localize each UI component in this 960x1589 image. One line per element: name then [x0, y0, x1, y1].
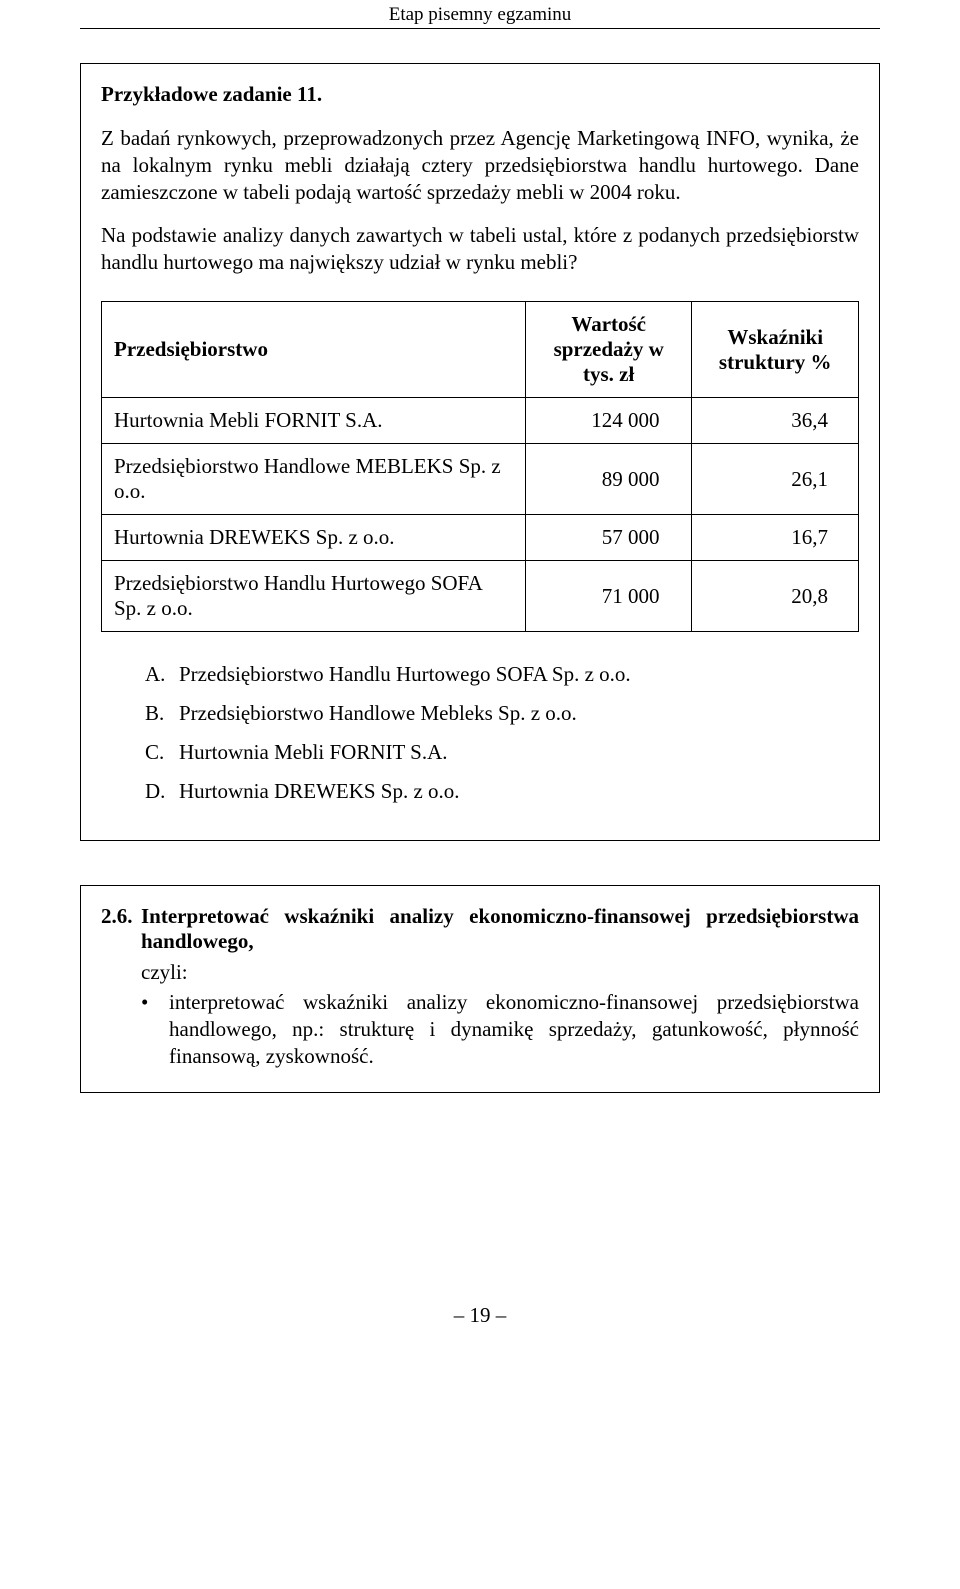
- page: Etap pisemny egzaminu Przykładowe zadani…: [0, 4, 960, 1368]
- col-header-company: Przedsiębiorstwo: [102, 302, 526, 398]
- header-rule: [80, 28, 880, 29]
- section-title: Interpretować wskaźniki analizy ekonomic…: [141, 904, 859, 954]
- cell-value: 71 000: [525, 561, 692, 632]
- table-header-row: Przedsiębiorstwo Wartość sprzedaży w tys…: [102, 302, 859, 398]
- cell-indicator: 20,8: [692, 561, 859, 632]
- section-number: 2.6.: [101, 904, 141, 954]
- data-table: Przedsiębiorstwo Wartość sprzedaży w tys…: [101, 301, 859, 632]
- answer-letter: A.: [145, 662, 179, 687]
- section-czyli: czyli:: [141, 960, 859, 985]
- col-header-value: Wartość sprzedaży w tys. zł: [525, 302, 692, 398]
- cell-company: Hurtownia Mebli FORNIT S.A.: [102, 398, 526, 444]
- task-paragraph-2: Na podstawie analizy danych zawartych w …: [101, 222, 859, 276]
- cell-company: Przedsiębiorstwo Handlowe MEBLEKS Sp. z …: [102, 444, 526, 515]
- bullet-icon: •: [141, 989, 169, 1070]
- page-number: – 19 –: [80, 1303, 880, 1328]
- task-paragraph-1: Z badań rynkowych, przeprowadzonych prze…: [101, 125, 859, 206]
- answer-text: Hurtownia Mebli FORNIT S.A.: [179, 740, 448, 765]
- answer-text: Hurtownia DREWEKS Sp. z o.o.: [179, 779, 460, 804]
- cell-company: Hurtownia DREWEKS Sp. z o.o.: [102, 515, 526, 561]
- answer-letter: C.: [145, 740, 179, 765]
- answer-option-d: D. Hurtownia DREWEKS Sp. z o.o.: [145, 779, 859, 804]
- answer-text: Przedsiębiorstwo Handlu Hurtowego SOFA S…: [179, 662, 631, 687]
- cell-value: 89 000: [525, 444, 692, 515]
- task-title: Przykładowe zadanie 11.: [101, 82, 859, 107]
- cell-company: Przedsiębiorstwo Handlu Hurtowego SOFA S…: [102, 561, 526, 632]
- cell-indicator: 26,1: [692, 444, 859, 515]
- section-bullets: • interpretować wskaźniki analizy ekonom…: [101, 989, 859, 1070]
- section-heading: 2.6. Interpretować wskaźniki analizy eko…: [101, 904, 859, 954]
- answer-option-b: B. Przedsiębiorstwo Handlowe Mebleks Sp.…: [145, 701, 859, 726]
- bullet-item: • interpretować wskaźniki analizy ekonom…: [141, 989, 859, 1070]
- cell-value: 57 000: [525, 515, 692, 561]
- section-box: 2.6. Interpretować wskaźniki analizy eko…: [80, 885, 880, 1093]
- cell-value: 124 000: [525, 398, 692, 444]
- answer-letter: D.: [145, 779, 179, 804]
- table-row: Przedsiębiorstwo Handlowe MEBLEKS Sp. z …: [102, 444, 859, 515]
- answer-option-a: A. Przedsiębiorstwo Handlu Hurtowego SOF…: [145, 662, 859, 687]
- task-box: Przykładowe zadanie 11. Z badań rynkowyc…: [80, 63, 880, 841]
- answer-text: Przedsiębiorstwo Handlowe Mebleks Sp. z …: [179, 701, 577, 726]
- answer-list: A. Przedsiębiorstwo Handlu Hurtowego SOF…: [101, 662, 859, 804]
- col-header-indicator: Wskaźniki struktury %: [692, 302, 859, 398]
- cell-indicator: 36,4: [692, 398, 859, 444]
- cell-indicator: 16,7: [692, 515, 859, 561]
- answer-option-c: C. Hurtownia Mebli FORNIT S.A.: [145, 740, 859, 765]
- table-row: Hurtownia Mebli FORNIT S.A. 124 000 36,4: [102, 398, 859, 444]
- bullet-text: interpretować wskaźniki analizy ekonomic…: [169, 989, 859, 1070]
- running-header: Etap pisemny egzaminu: [80, 4, 880, 26]
- table-row: Hurtownia DREWEKS Sp. z o.o. 57 000 16,7: [102, 515, 859, 561]
- table-row: Przedsiębiorstwo Handlu Hurtowego SOFA S…: [102, 561, 859, 632]
- answer-letter: B.: [145, 701, 179, 726]
